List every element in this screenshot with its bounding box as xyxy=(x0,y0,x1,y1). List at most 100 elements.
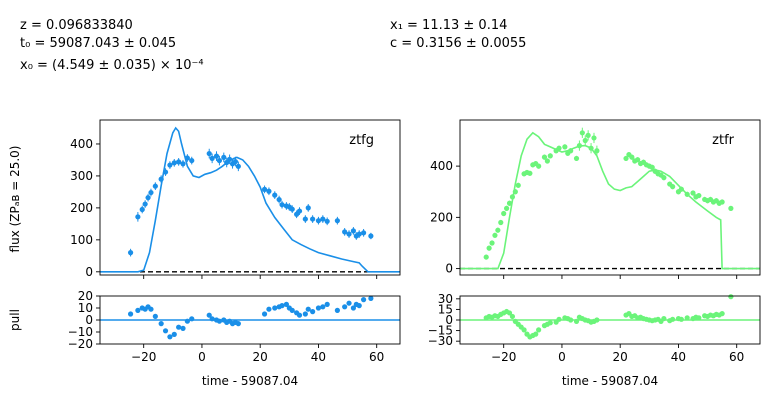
param-c: c = 0.3156 ± 0.0055 xyxy=(390,36,527,51)
ztfr-point-17 xyxy=(536,163,542,169)
ztfg-pull-point-34 xyxy=(296,312,303,318)
ztfg-point-21 xyxy=(227,156,233,162)
ztfg-point-0 xyxy=(127,250,134,256)
ztfr-pull-point-26 xyxy=(568,317,574,323)
ztfr-point-63 xyxy=(728,205,734,211)
ztfg-point-5 xyxy=(148,189,154,196)
ztfg-point-1 xyxy=(135,214,141,220)
ztfg-pull-point-44 xyxy=(350,305,356,311)
ztfg-pull-point-35 xyxy=(302,311,308,317)
ztfr-point-51 xyxy=(678,186,684,192)
ztfg-model-curve xyxy=(100,126,400,273)
ztfg-pull-point-46 xyxy=(356,303,362,309)
ztfr-point-27 xyxy=(576,143,583,149)
ztfr-point-22 xyxy=(556,145,562,151)
ztfr-point-49 xyxy=(670,184,676,190)
ztfr-pull-point-53 xyxy=(684,315,690,321)
ztfg-point-25 xyxy=(261,186,268,192)
ztfr-point-14 xyxy=(527,170,533,176)
ztfg-point-34 xyxy=(296,208,303,214)
ztfg-pull-ytick-label--10: −10 xyxy=(68,325,93,339)
ztfg-pull-point-47 xyxy=(360,297,367,303)
ztfr-pull-ytick-label--30: −30 xyxy=(428,334,453,348)
ztfr-point-43 xyxy=(649,164,655,170)
ztfg-pull-xtick-label-40: 40 xyxy=(311,350,326,364)
ztfr-point-7 xyxy=(504,205,510,211)
ztfr-pull-ytick-label-15: 15 xyxy=(438,302,453,316)
ztfg-point-10 xyxy=(171,160,177,166)
ztfg-pull-ytick-label-0: 0 xyxy=(85,313,93,327)
ztfg-point-36 xyxy=(305,205,311,211)
ztfg-pull-point-39 xyxy=(320,304,326,310)
ztfr-pull-point-64 xyxy=(728,294,734,300)
ztfr-pull-xtick-label-0: 0 xyxy=(558,350,566,364)
ztfg-point-3 xyxy=(142,201,148,207)
ztfr-point-28 xyxy=(579,130,585,136)
ztfr-point-11 xyxy=(515,182,521,188)
ztfr-band-label: ztfr xyxy=(712,133,734,148)
ztfr-pull-point-56 xyxy=(696,315,702,321)
ztfg-point-12 xyxy=(180,161,186,167)
ztfg-pull-point-36 xyxy=(305,306,311,312)
ztfg-pull-point-25 xyxy=(261,311,268,317)
ztfg-pull-point-27 xyxy=(272,305,278,311)
ztfg-axes-frame xyxy=(99,119,401,276)
ztfg-point-28 xyxy=(276,196,282,203)
ztfr-pull-xtick-label-20: 20 xyxy=(613,350,628,364)
ztfr-pull-xtick-label-40: 40 xyxy=(671,350,686,364)
ztfr-point-1 xyxy=(486,245,492,251)
ztfr-flux-panel: 0 200 400 ztfr xyxy=(430,119,761,279)
param-t0: t₀ = 59087.043 ± 0.045 xyxy=(20,36,177,51)
ztfr-point-52 xyxy=(684,191,690,197)
ztfr-point-2 xyxy=(489,240,495,246)
ztfg-ytick-label-100: 100 xyxy=(70,233,93,247)
ztfg-pull-xtick-label-20: 20 xyxy=(253,350,268,364)
ztfr-pull-point-50 xyxy=(670,316,676,322)
ztfg-pull-point-14 xyxy=(189,316,195,322)
ztfr-point-38 xyxy=(635,157,641,163)
ztfr-model-curve xyxy=(460,131,760,270)
ztfg-ytick-label-400: 400 xyxy=(70,137,93,151)
ztfr-ytick-label-0: 0 xyxy=(445,262,453,276)
ztfg-pull-point-24 xyxy=(235,321,241,327)
ztfg-pull-ytick-label--20: −20 xyxy=(68,337,93,351)
ztfg-point-17 xyxy=(213,153,220,159)
ztfg-ytick-label-0: 0 xyxy=(85,265,93,279)
ztfr-point-5 xyxy=(498,219,504,226)
ztfr-point-18 xyxy=(541,154,548,160)
ztfr-axes-frame xyxy=(459,119,761,276)
ztfg-point-39 xyxy=(320,216,326,222)
ztfg-pull-point-15 xyxy=(206,312,212,318)
ztfg-ytick-label-200: 200 xyxy=(70,201,93,215)
ztfg-pull-point-37 xyxy=(310,309,316,315)
ztfg-pull-point-43 xyxy=(346,300,352,306)
ztfr-point-31 xyxy=(588,145,594,151)
ztfg-point-38 xyxy=(315,218,322,224)
ztfg-pull-point-12 xyxy=(180,325,186,331)
ztfr-point-32 xyxy=(591,135,597,141)
ztfr-point-26 xyxy=(573,155,580,162)
ztfr-point-6 xyxy=(501,210,507,217)
ztfr-point-23 xyxy=(562,144,568,150)
ztfr-point-8 xyxy=(506,200,513,206)
ztfg-pull-xtick-label-0: 0 xyxy=(198,350,206,364)
ztfg-pull-point-8 xyxy=(162,328,169,334)
ztfg-point-9 xyxy=(167,162,173,168)
ztfr-point-19 xyxy=(544,158,550,164)
ztfr-point-62 xyxy=(719,199,725,205)
ztfr-point-47 xyxy=(661,175,667,181)
ztfg-pull-point-6 xyxy=(152,313,158,319)
ztfg-pull-ytick-label-10: 10 xyxy=(78,301,93,315)
param-x1: x₁ = 11.13 ± 0.14 xyxy=(390,18,508,33)
ztfr-pull-point-13 xyxy=(521,327,527,333)
ztfr-point-30 xyxy=(585,132,591,138)
ztfr-pull-point-18 xyxy=(536,327,542,333)
param-x0: x₀ = (4.549 ± 0.035) × 10⁻⁴ xyxy=(20,58,204,73)
ztfg-pull-point-41 xyxy=(334,307,340,313)
ztfr-point-10 xyxy=(512,189,518,195)
ztfr-pull-point-8 xyxy=(506,310,513,316)
ztfg-point-41 xyxy=(334,218,340,224)
ztfg-pull-point-29 xyxy=(279,303,285,309)
ztfg-point-27 xyxy=(272,192,278,198)
